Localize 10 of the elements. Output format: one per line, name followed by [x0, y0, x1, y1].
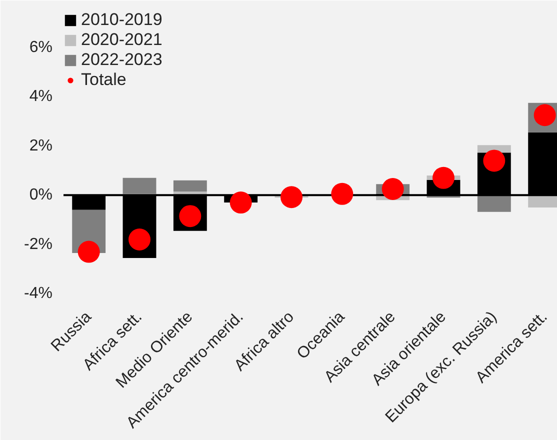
y-tick-label: 6%: [29, 38, 52, 56]
legend-label: 2020-2021: [81, 30, 162, 50]
legend-label: 2022-2023: [81, 50, 162, 70]
y-tick-label: -2%: [24, 236, 52, 253]
y-tick-label: 2%: [29, 137, 52, 154]
legend-label: 2010-2019: [81, 10, 162, 30]
y-tick-label: -4%: [24, 285, 52, 302]
legend-label: Totale: [81, 70, 126, 90]
y-tick-label: 4%: [29, 88, 52, 106]
y-tick-label: 0%: [29, 186, 52, 204]
